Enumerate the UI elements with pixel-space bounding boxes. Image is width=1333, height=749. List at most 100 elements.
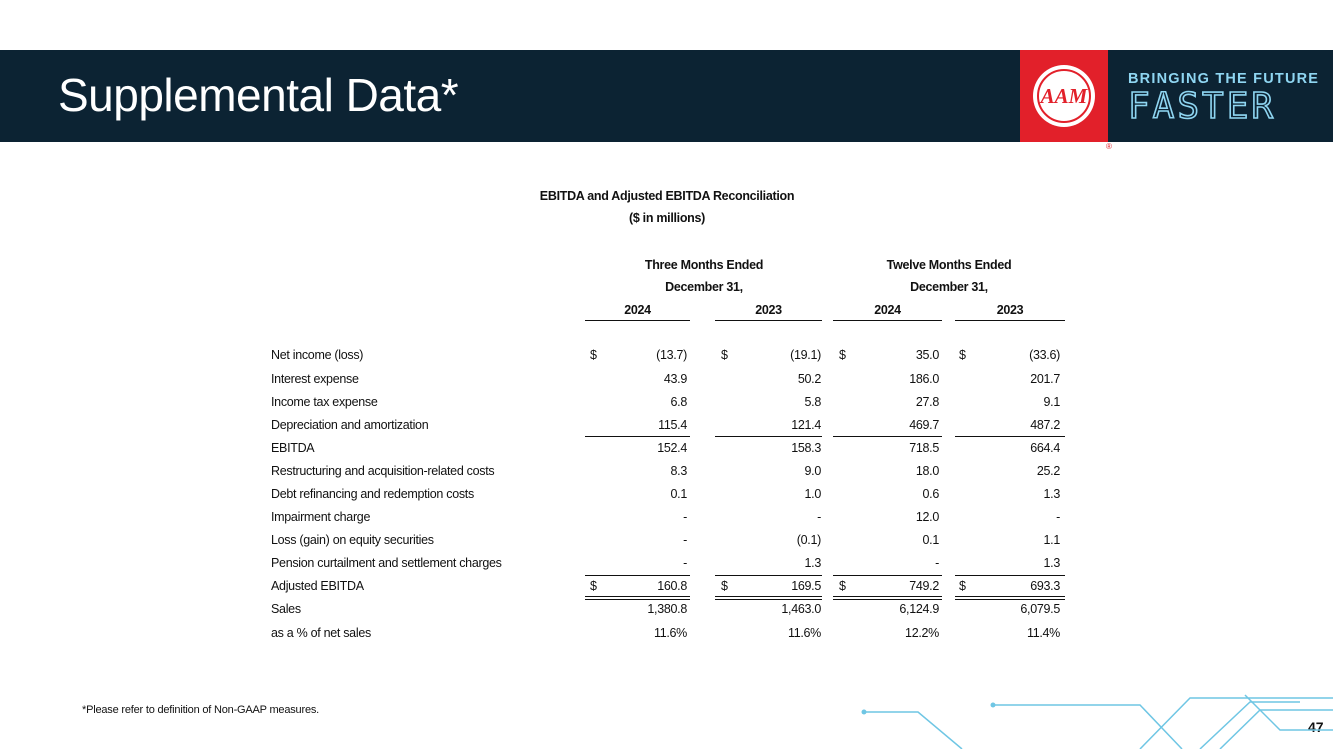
row-label: Sales bbox=[271, 602, 301, 616]
column-group-label: Twelve Months Ended bbox=[886, 258, 1012, 272]
cell-value: 664.4 bbox=[1030, 441, 1060, 455]
footnote: *Please refer to definition of Non-GAAP … bbox=[82, 704, 320, 716]
cell-value: 121.4 bbox=[791, 418, 821, 432]
cell-value: 43.9 bbox=[663, 372, 687, 386]
logo-circle bbox=[1033, 65, 1095, 127]
cell-value: 1.3 bbox=[1043, 556, 1061, 570]
total-rule bbox=[585, 575, 690, 576]
table-title: EBITDA and Adjusted EBITDA Reconciliatio… bbox=[539, 189, 795, 203]
double-rule bbox=[833, 596, 942, 600]
year-header: 2023 bbox=[755, 303, 782, 317]
row-label: Adjusted EBITDA bbox=[271, 579, 364, 593]
currency-sign: $ bbox=[959, 348, 966, 362]
cell-value: 693.3 bbox=[1030, 579, 1060, 593]
cell-value: 6,079.5 bbox=[1020, 602, 1060, 616]
cell-value: 749.2 bbox=[909, 579, 939, 593]
cell-value: 718.5 bbox=[909, 441, 939, 455]
cell-value: 6,124.9 bbox=[899, 602, 939, 616]
year-header: 2023 bbox=[996, 303, 1024, 317]
subtotal-rule bbox=[715, 436, 822, 437]
currency-sign: $ bbox=[721, 579, 728, 593]
subtotal-rule bbox=[585, 436, 690, 437]
cell-value: 6.8 bbox=[670, 395, 688, 409]
cell-value: 12.0 bbox=[915, 510, 939, 524]
cell-value: 9.0 bbox=[804, 464, 822, 478]
row-label: as a % of net sales bbox=[271, 626, 371, 640]
double-rule bbox=[955, 596, 1065, 600]
cell-value: 1.3 bbox=[1043, 487, 1061, 501]
cell-value: 1,380.8 bbox=[647, 602, 687, 616]
cell-value: 11.6% bbox=[653, 626, 687, 640]
tagline-emphasis: FASTER bbox=[1128, 86, 1276, 127]
cell-value: 12.2% bbox=[905, 626, 939, 640]
header-rule bbox=[833, 320, 942, 321]
cell-value: - bbox=[1056, 510, 1060, 524]
double-rule bbox=[715, 596, 822, 600]
cell-value: 11.4% bbox=[1026, 626, 1060, 640]
logo: AAM ® BRINGING THE FUTURE FASTER bbox=[1020, 50, 1319, 151]
currency-sign: $ bbox=[959, 579, 966, 593]
cell-value: 201.7 bbox=[1030, 372, 1060, 386]
row-label: Interest expense bbox=[271, 372, 359, 386]
row-label: Impairment charge bbox=[271, 510, 371, 524]
year-header: 2024 bbox=[874, 303, 901, 317]
tagline: BRINGING THE FUTURE bbox=[1128, 71, 1319, 87]
header-rule bbox=[715, 320, 822, 321]
cell-value: 1.0 bbox=[804, 487, 822, 501]
page-number: 47 bbox=[1308, 719, 1324, 735]
cell-value: - bbox=[817, 510, 821, 524]
cell-value: 8.3 bbox=[670, 464, 688, 478]
cell-value: 1,463.0 bbox=[781, 602, 821, 616]
cell-value: - bbox=[683, 556, 687, 570]
cell-value: 1.3 bbox=[804, 556, 822, 570]
cell-value: 50.2 bbox=[797, 372, 821, 386]
cell-value: 1.1 bbox=[1043, 533, 1061, 547]
cell-value: - bbox=[683, 533, 687, 547]
cell-value: 18.0 bbox=[915, 464, 939, 478]
cell-value: 11.6% bbox=[787, 626, 821, 640]
row-label: Net income (loss) bbox=[271, 348, 364, 362]
cell-value: 115.4 bbox=[658, 418, 687, 432]
header-rule bbox=[955, 320, 1065, 321]
total-rule bbox=[955, 575, 1065, 576]
cell-value: 35.0 bbox=[915, 348, 939, 362]
total-rule bbox=[715, 575, 822, 576]
cell-value: (13.7) bbox=[656, 348, 687, 362]
cell-value: 0.1 bbox=[670, 487, 688, 501]
decoration bbox=[861, 694, 1333, 749]
double-rule bbox=[585, 596, 690, 600]
row-label: Depreciation and amortization bbox=[271, 418, 429, 432]
row-label: Restructuring and acquisition-related co… bbox=[271, 464, 495, 478]
currency-sign: $ bbox=[721, 348, 728, 362]
cell-value: 9.1 bbox=[1043, 395, 1061, 409]
row-label: EBITDA bbox=[271, 441, 315, 455]
column-group-sublabel: December 31, bbox=[665, 280, 743, 294]
total-rule bbox=[833, 575, 942, 576]
year-header: 2024 bbox=[624, 303, 651, 317]
currency-sign: $ bbox=[590, 348, 597, 362]
cell-value: (0.1) bbox=[796, 533, 822, 547]
cell-value: 0.6 bbox=[922, 487, 940, 501]
cell-value: (19.1) bbox=[790, 348, 821, 362]
cell-value: - bbox=[935, 556, 939, 570]
column-group-sublabel: December 31, bbox=[910, 280, 988, 294]
cell-value: 169.5 bbox=[791, 579, 821, 593]
currency-sign: $ bbox=[839, 348, 846, 362]
table-subtitle: ($ in millions) bbox=[628, 211, 706, 225]
cell-value: 152.4 bbox=[657, 441, 687, 455]
row-label: Debt refinancing and redemption costs bbox=[271, 487, 474, 501]
cell-value: 5.8 bbox=[804, 395, 822, 409]
currency-sign: $ bbox=[590, 579, 597, 593]
registered-mark: ® bbox=[1106, 142, 1112, 151]
slide-title: Supplemental Data* bbox=[58, 69, 459, 121]
currency-sign: $ bbox=[839, 579, 846, 593]
cell-value: 487.2 bbox=[1030, 418, 1060, 432]
row-label: Pension curtailment and settlement charg… bbox=[271, 556, 502, 570]
cell-value: 158.3 bbox=[791, 441, 821, 455]
cell-value: 160.8 bbox=[657, 579, 687, 593]
subtotal-rule bbox=[955, 436, 1065, 437]
cell-value: 469.7 bbox=[909, 418, 939, 432]
logo-ring bbox=[1037, 69, 1091, 123]
cell-value: 25.2 bbox=[1036, 464, 1060, 478]
